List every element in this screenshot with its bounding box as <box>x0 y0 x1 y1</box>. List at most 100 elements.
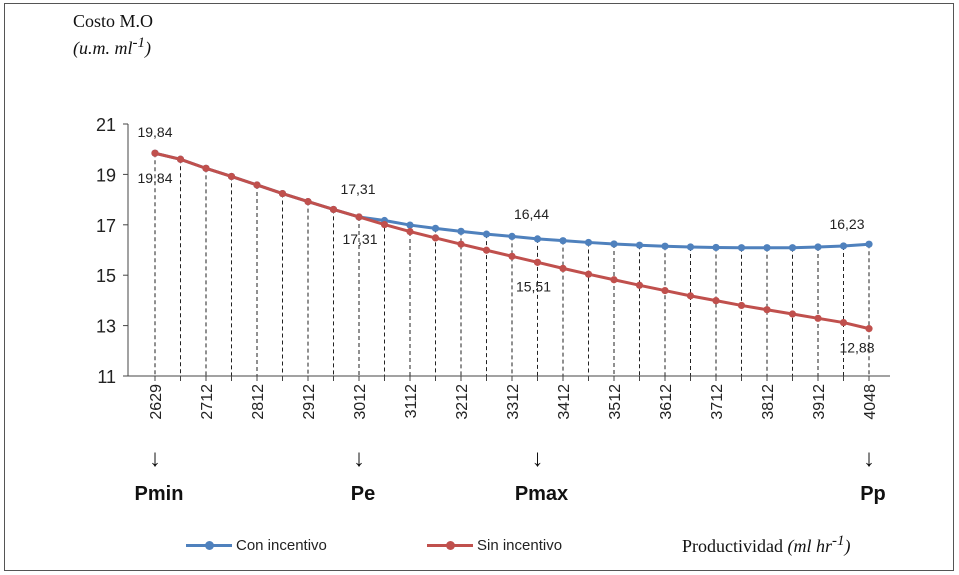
series-point-1 <box>788 310 797 318</box>
x-axis-title: Productividad (ml hr-1) <box>682 533 851 557</box>
series-point-0 <box>839 242 848 250</box>
series-point-1 <box>482 246 491 254</box>
x-tick-label: 2912 <box>301 384 318 420</box>
series-point-0 <box>431 224 440 232</box>
x-tick-label: 4048 <box>862 384 879 420</box>
x-axis-title-main: Productividad <box>682 536 783 556</box>
legend-label-con-incentivo: Con incentivo <box>236 537 327 554</box>
series-point-1 <box>661 286 669 295</box>
x-tick-label: 3112 <box>403 384 420 419</box>
data-label: 19,84 <box>137 124 172 140</box>
marker-label: Pmin <box>135 483 184 505</box>
series-point-1 <box>457 240 465 248</box>
series-point-0 <box>584 238 593 247</box>
data-label: 16,44 <box>514 206 549 222</box>
x-tick-label: 3512 <box>607 384 624 420</box>
series-point-1 <box>686 292 695 300</box>
y-tick-label: 17 <box>96 216 116 236</box>
data-label: 17,31 <box>342 231 377 247</box>
marker-label: Pp <box>860 483 886 505</box>
series-point-0 <box>686 243 695 251</box>
y-tick-label: 19 <box>96 165 116 185</box>
x-tick-label: 2812 <box>250 384 267 420</box>
series-point-0 <box>865 240 873 248</box>
series-point-1 <box>508 252 516 260</box>
series-point-1 <box>380 220 389 229</box>
series-point-1 <box>406 228 414 236</box>
data-label: 17,31 <box>340 181 375 197</box>
series-point-1 <box>610 276 618 284</box>
series-point-1 <box>278 189 287 198</box>
series-point-0 <box>635 241 644 249</box>
series-point-1 <box>355 213 363 221</box>
series-point-1 <box>763 306 771 314</box>
series-point-1 <box>329 205 338 214</box>
x-tick-label: 2712 <box>199 384 216 420</box>
series-point-1 <box>533 258 542 266</box>
y-axis-title-main: Costo M.O <box>73 11 154 31</box>
series-point-1 <box>814 314 822 322</box>
y-axis-unit-sup: -1 <box>132 35 146 51</box>
series-point-1 <box>227 172 236 181</box>
series-point-1 <box>635 281 644 289</box>
x-axis-unit-suffix: ) <box>844 536 851 556</box>
x-tick-label: 3212 <box>454 384 471 420</box>
x-tick-label: 3612 <box>658 384 675 420</box>
legend-swatch-con-incentivo <box>186 541 232 550</box>
x-tick-label: 3312 <box>505 384 522 420</box>
series-point-1 <box>304 198 312 206</box>
legend-item-sin-incentivo: Sin incentivo <box>427 537 562 554</box>
y-axis-unit-suffix: ) <box>145 38 151 58</box>
series-point-0 <box>406 221 414 229</box>
series-point-1 <box>865 325 873 333</box>
x-tick-label: 3812 <box>760 384 777 420</box>
y-tick-label: 21 <box>96 115 116 135</box>
y-axis-unit-prefix: (u.m. ml <box>73 38 133 58</box>
data-labels-group: 19,84 19,84 17,31 17,31 16,44 15,51 16,23 12,88 <box>137 124 874 355</box>
series-point-0 <box>559 237 567 245</box>
data-label: 15,51 <box>516 278 551 294</box>
series-point-0 <box>737 244 746 252</box>
series-point-0 <box>610 240 618 248</box>
y-tick-label: 15 <box>96 266 116 286</box>
x-tick-label: 3912 <box>811 384 828 420</box>
arrow-down-icon: ↓ <box>149 445 161 472</box>
legend-swatch-sin-incentivo <box>427 541 473 550</box>
series-point-1 <box>431 234 440 242</box>
series-point-0 <box>712 243 720 252</box>
series-point-0 <box>763 244 771 252</box>
axes-group: 11 13 15 17 19 21 2629 2712 2812 2912 3012 3112 3212… <box>96 115 890 420</box>
arrow-down-icon: ↓ <box>532 445 544 472</box>
series-point-1 <box>176 155 185 163</box>
y-axis-title-unit: (u.m. ml-1) <box>73 32 153 59</box>
legend-item-con-incentivo: Con incentivo <box>186 537 327 554</box>
data-label: 16,23 <box>829 216 864 232</box>
x-tick-label: 2629 <box>148 384 165 420</box>
y-tick-label: 11 <box>97 367 116 387</box>
series-point-0 <box>457 227 465 235</box>
data-label: 12,88 <box>839 340 874 356</box>
series-point-1 <box>712 297 720 305</box>
series-point-1 <box>737 301 746 310</box>
series-point-0 <box>814 243 822 251</box>
series-point-1 <box>253 181 261 189</box>
data-label: 19,84 <box>137 170 172 186</box>
markers-group: ↓ Pmin ↓ Pe ↓ Pmax ↓ Pp <box>135 445 886 505</box>
series-point-1 <box>202 164 210 172</box>
x-tick-label: 3412 <box>556 384 573 420</box>
series-point-0 <box>788 244 797 252</box>
marker-label: Pmax <box>515 483 568 505</box>
series-point-1 <box>559 264 567 272</box>
arrow-down-icon: ↓ <box>353 445 365 472</box>
series-point-0 <box>508 232 516 240</box>
x-axis-unit-prefix: (ml hr <box>787 536 833 556</box>
legend-label-sin-incentivo: Sin incentivo <box>477 537 563 554</box>
series-group <box>151 149 873 333</box>
x-tick-label: 3012 <box>352 384 369 420</box>
x-axis-unit-sup: -1 <box>832 533 845 549</box>
series-point-1 <box>584 270 593 278</box>
marker-label: Pe <box>351 483 375 505</box>
x-axis-title-unit: (ml hr-1) <box>787 533 851 556</box>
series-point-0 <box>661 242 669 250</box>
